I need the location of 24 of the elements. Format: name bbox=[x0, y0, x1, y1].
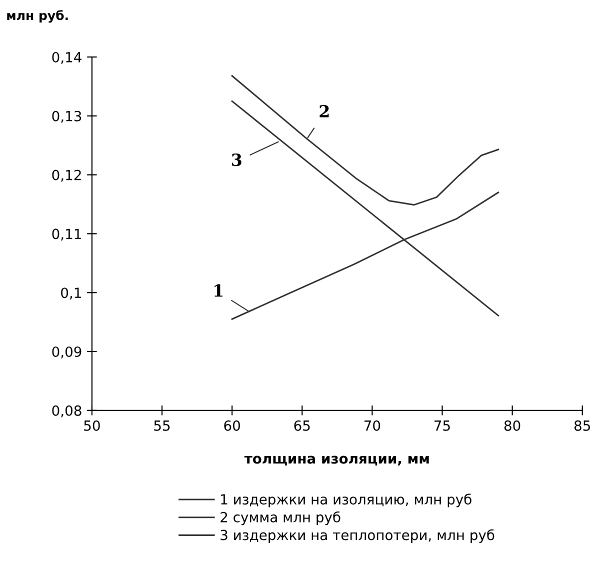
y-tick-label: 0,12 bbox=[52, 170, 81, 182]
y-tick-label: 0,1 bbox=[61, 288, 81, 300]
legend-label: 3 издержки на теплопотери, млн руб bbox=[220, 529, 494, 543]
y-axis-title: млн руб. bbox=[7, 10, 68, 23]
x-tick-label: 55 bbox=[154, 420, 170, 431]
annotation: 3 bbox=[232, 153, 242, 166]
x-tick-label: 85 bbox=[574, 420, 590, 431]
x-tick-label: 70 bbox=[364, 420, 380, 431]
x-tick-label: 75 bbox=[434, 420, 450, 431]
y-tick-label: 0,09 bbox=[52, 346, 82, 358]
legend-label: 2 сумма млн руб bbox=[220, 511, 340, 526]
x-tick-label: 60 bbox=[224, 420, 240, 431]
x-axis-title: толщина изоляции, мм bbox=[244, 456, 429, 466]
y-tick-label: 0,11 bbox=[52, 228, 81, 241]
y-tick-label: 0,13 bbox=[52, 110, 82, 123]
x-tick-label: 50 bbox=[84, 420, 100, 431]
y-tick-label: 0,08 bbox=[52, 405, 82, 418]
legend-label: 1 издержки на изоляцию, млн руб bbox=[221, 494, 472, 508]
annotation: 1 bbox=[214, 284, 222, 297]
annotation: 2 bbox=[320, 104, 329, 118]
x-tick-label: 80 bbox=[504, 420, 520, 431]
y-tick-label: 0,14 bbox=[52, 52, 82, 64]
x-tick-label: 65 bbox=[294, 420, 310, 431]
line-series bbox=[231, 75, 500, 206]
